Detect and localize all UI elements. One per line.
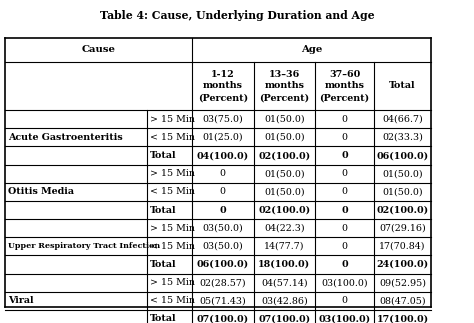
Text: 0: 0 — [220, 187, 226, 196]
Text: 0: 0 — [342, 242, 347, 251]
Text: 06(100.0): 06(100.0) — [197, 260, 249, 269]
Text: 01(50.0): 01(50.0) — [264, 187, 305, 196]
Text: 07(100.0): 07(100.0) — [258, 314, 310, 323]
Text: 04(57.14): 04(57.14) — [261, 278, 308, 287]
Text: < 15 Min: < 15 Min — [150, 242, 194, 251]
Text: > 15 Min: > 15 Min — [150, 224, 194, 233]
Text: 06(100.0): 06(100.0) — [376, 151, 428, 160]
Text: 02(33.3): 02(33.3) — [382, 133, 423, 142]
Text: 0: 0 — [342, 133, 347, 142]
Text: 07(100.0): 07(100.0) — [197, 314, 249, 323]
Text: 0: 0 — [342, 169, 347, 178]
Text: < 15 Min: < 15 Min — [150, 296, 194, 305]
Text: 07(29.16): 07(29.16) — [379, 224, 426, 233]
Text: 37–60
months
(Percent): 37–60 months (Percent) — [319, 70, 370, 102]
Text: 03(42.86): 03(42.86) — [261, 296, 308, 305]
Text: Total: Total — [150, 314, 176, 323]
Text: Otitis Media: Otitis Media — [8, 187, 74, 196]
Text: Total: Total — [150, 260, 176, 269]
Text: 04(100.0): 04(100.0) — [197, 151, 249, 160]
Text: 03(75.0): 03(75.0) — [202, 115, 243, 124]
Text: > 15 Min: > 15 Min — [150, 115, 194, 124]
Text: 0: 0 — [342, 115, 347, 124]
Text: > 15 Min: > 15 Min — [150, 278, 194, 287]
Text: 0: 0 — [342, 296, 347, 305]
Text: 01(50.0): 01(50.0) — [264, 169, 305, 178]
Text: 01(50.0): 01(50.0) — [382, 187, 423, 196]
Text: Total: Total — [150, 151, 176, 160]
Text: 1-12
months
(Percent): 1-12 months (Percent) — [198, 70, 248, 102]
Text: 14(77.7): 14(77.7) — [264, 242, 304, 251]
Text: < 15 Min: < 15 Min — [150, 133, 194, 142]
Text: 08(47.05): 08(47.05) — [379, 296, 426, 305]
Text: 03(50.0): 03(50.0) — [202, 242, 243, 251]
Text: 02(100.0): 02(100.0) — [258, 205, 310, 214]
Text: 01(25.0): 01(25.0) — [202, 133, 243, 142]
Text: 0: 0 — [342, 224, 347, 233]
Text: Total: Total — [389, 81, 416, 90]
Text: 02(100.0): 02(100.0) — [376, 205, 428, 214]
Text: 0: 0 — [220, 169, 226, 178]
Text: 01(50.0): 01(50.0) — [264, 115, 305, 124]
Text: 03(100.0): 03(100.0) — [319, 314, 371, 323]
Text: 04(22.3): 04(22.3) — [264, 224, 305, 233]
Text: 03(50.0): 03(50.0) — [202, 224, 243, 233]
Text: 01(50.0): 01(50.0) — [264, 133, 305, 142]
Text: 04(66.7): 04(66.7) — [382, 115, 423, 124]
Text: 02(28.57): 02(28.57) — [200, 278, 246, 287]
Text: 17(100.0): 17(100.0) — [376, 314, 428, 323]
Text: 24(100.0): 24(100.0) — [376, 260, 428, 269]
Text: Table 4: Cause, Underlying Duration and Age: Table 4: Cause, Underlying Duration and … — [100, 10, 374, 21]
Text: 0: 0 — [341, 151, 348, 160]
Text: 0: 0 — [341, 260, 348, 269]
Text: Viral: Viral — [8, 296, 34, 305]
Text: 01(50.0): 01(50.0) — [382, 169, 423, 178]
Text: Total: Total — [150, 205, 176, 214]
Text: 02(100.0): 02(100.0) — [258, 151, 310, 160]
Text: 0: 0 — [341, 205, 348, 214]
Text: 0: 0 — [219, 205, 226, 214]
Text: 13–36
months
(Percent): 13–36 months (Percent) — [259, 70, 310, 102]
Text: Acute Gastroenteritis: Acute Gastroenteritis — [8, 133, 123, 142]
Text: 17(70.84): 17(70.84) — [379, 242, 426, 251]
Text: Upper Respiratory Tract Infection: Upper Respiratory Tract Infection — [8, 242, 160, 250]
Text: 0: 0 — [342, 187, 347, 196]
Text: < 15 Min: < 15 Min — [150, 187, 194, 196]
Text: Cause: Cause — [82, 46, 116, 55]
Text: 03(100.0): 03(100.0) — [321, 278, 368, 287]
Text: 18(100.0): 18(100.0) — [258, 260, 310, 269]
Text: 05(71.43): 05(71.43) — [200, 296, 246, 305]
Text: Age: Age — [301, 46, 322, 55]
Text: > 15 Min: > 15 Min — [150, 169, 194, 178]
Text: 09(52.95): 09(52.95) — [379, 278, 426, 287]
